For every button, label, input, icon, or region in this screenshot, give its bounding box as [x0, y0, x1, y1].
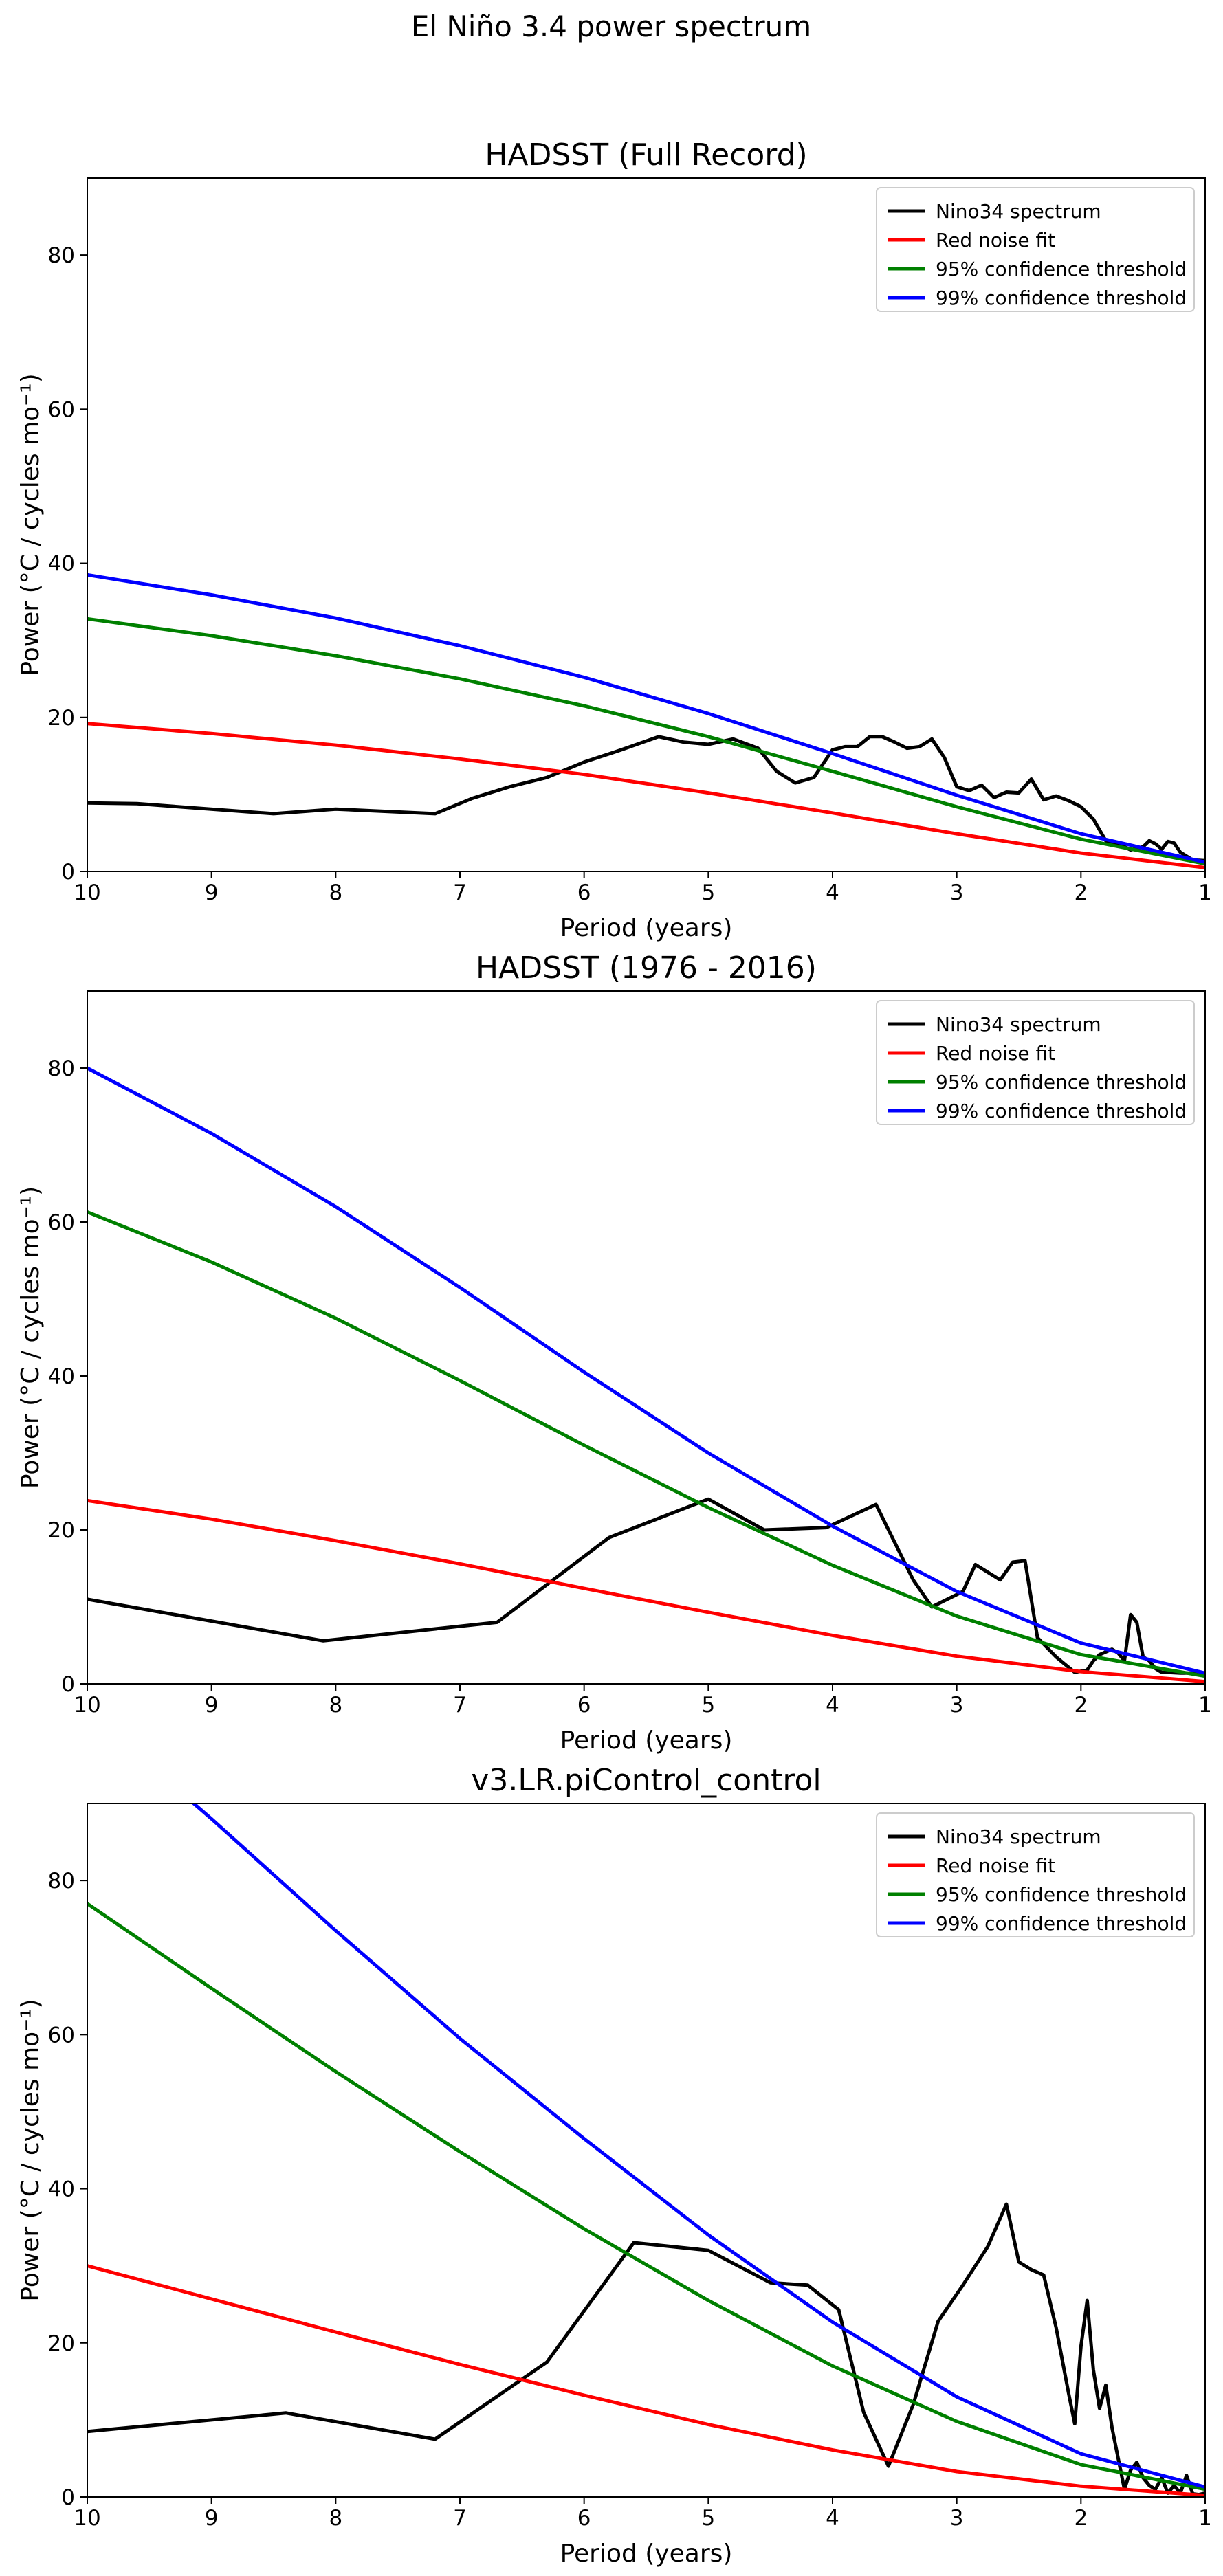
- x-axis-label: Period (years): [560, 1726, 733, 1755]
- panel-title: HADSST (Full Record): [485, 137, 807, 173]
- x-tick-label: 5: [701, 880, 715, 905]
- y-tick-label: 20: [48, 2331, 75, 2356]
- x-tick-label: 3: [950, 1693, 964, 1718]
- chart-panel-2: HADSST (1976 - 2016)10 9 8 7 6 5 4 3 2 1020406080…: [16, 951, 1212, 1755]
- plot-frame: [87, 177, 1206, 872]
- x-tick-label: 4: [826, 2506, 839, 2531]
- x-tick-label: 2: [1074, 1693, 1088, 1718]
- x-tick-label: 8: [329, 2506, 342, 2531]
- x-tick-label: 7: [453, 1693, 467, 1718]
- x-tick-label: 4: [826, 880, 839, 905]
- y-tick-label: 20: [48, 1518, 75, 1543]
- y-axis-label: Power (°C / cycles mo⁻¹): [16, 1999, 45, 2301]
- y-tick-label: 40: [48, 552, 75, 577]
- y-tick-label: 60: [48, 397, 75, 422]
- y-axis-label: Power (°C / cycles mo⁻¹): [16, 1186, 45, 1489]
- legend: Nino34 spectrum Red noise fit 95% confiden…: [876, 1000, 1195, 1125]
- y-axis-label: Power (°C / cycles mo⁻¹): [16, 373, 45, 676]
- plot-frame: [87, 990, 1206, 1685]
- y-tick-label: 40: [48, 1364, 75, 1389]
- legend-label: 95% confidence threshold: [936, 1883, 1187, 1906]
- y-tick-label: 0: [61, 860, 75, 885]
- series-line-1: [87, 735, 1205, 863]
- series-line-4: [191, 1803, 1205, 2489]
- y-tick-label: 0: [61, 1672, 75, 1697]
- x-tick-label: 1: [1198, 880, 1212, 905]
- x-tick-label: 6: [577, 2506, 591, 2531]
- figure-title: El Niño 3.4 power spectrum: [411, 10, 811, 43]
- legend-label: 95% confidence threshold: [936, 258, 1187, 280]
- panel-title: HADSST (1976 - 2016): [476, 951, 817, 986]
- x-tick-label: 5: [701, 1693, 715, 1718]
- y-tick-label: 80: [48, 1869, 75, 1894]
- legend-box: [876, 1000, 1195, 1125]
- legend-label: Nino34 spectrum: [936, 200, 1101, 223]
- legend-label: Nino34 spectrum: [936, 1825, 1101, 1848]
- y-tick-label: 40: [48, 2177, 75, 2202]
- x-tick-label: 1: [1198, 1693, 1212, 1718]
- plot-frame: [87, 1803, 1206, 2498]
- x-tick-label: 8: [329, 880, 342, 905]
- x-tick-label: 2: [1074, 2506, 1088, 2531]
- legend: Nino34 spectrum Red noise fit 95% confiden…: [876, 187, 1195, 312]
- x-tick-label: 7: [453, 880, 467, 905]
- x-tick-label: 9: [205, 880, 219, 905]
- series-line-4: [87, 573, 1205, 864]
- y-tick-label: 60: [48, 1210, 75, 1235]
- x-tick-label: 9: [205, 1693, 219, 1718]
- x-tick-label: 6: [577, 880, 591, 905]
- legend-box: [876, 187, 1195, 312]
- series-line-4: [87, 1066, 1205, 1675]
- panel-title: v3.LR.piControl_control: [471, 1763, 821, 1798]
- series-line-2: [87, 722, 1205, 869]
- legend-label: 95% confidence threshold: [936, 1071, 1187, 1093]
- series-group: [87, 573, 1205, 869]
- x-tick-label: 8: [329, 1693, 342, 1718]
- legend-box: [876, 1812, 1195, 1937]
- legend-label: 99% confidence threshold: [936, 1912, 1187, 1935]
- x-tick-label: 7: [453, 2506, 467, 2531]
- y-tick-label: 60: [48, 2023, 75, 2047]
- series-line-1: [87, 2202, 1205, 2497]
- series-group: [87, 1066, 1205, 1684]
- series-group: [87, 1803, 1205, 2497]
- series-line-3: [87, 1210, 1205, 1678]
- legend-label: Red noise fit: [936, 229, 1055, 252]
- x-tick-label: 10: [74, 2506, 100, 2531]
- x-axis-label: Period (years): [560, 914, 733, 942]
- x-tick-label: 1: [1198, 2506, 1212, 2531]
- x-tick-label: 10: [74, 880, 100, 905]
- x-tick-label: 4: [826, 1693, 839, 1718]
- x-tick-label: 2: [1074, 880, 1088, 905]
- y-tick-label: 20: [48, 706, 75, 731]
- series-line-3: [87, 617, 1205, 866]
- series-line-2: [87, 1498, 1205, 1684]
- x-tick-label: 5: [701, 2506, 715, 2531]
- series-line-1: [87, 1497, 1205, 1676]
- x-tick-label: 10: [74, 1693, 100, 1718]
- chart-panel-1: HADSST (Full Record)10 9 8 7 6 5 4 3 2 1020406080…: [16, 137, 1212, 942]
- x-tick-label: 9: [205, 2506, 219, 2531]
- legend-label: Red noise fit: [936, 1854, 1055, 1877]
- x-tick-label: 3: [950, 880, 964, 905]
- series-line-3: [87, 1902, 1205, 2491]
- y-tick-label: 80: [48, 1056, 75, 1081]
- x-tick-label: 6: [577, 1693, 591, 1718]
- legend-label: Nino34 spectrum: [936, 1013, 1101, 1036]
- y-tick-label: 0: [61, 2485, 75, 2510]
- legend-label: Red noise fit: [936, 1042, 1055, 1065]
- y-tick-label: 80: [48, 243, 75, 268]
- x-tick-label: 3: [950, 2506, 964, 2531]
- legend: Nino34 spectrum Red noise fit 95% confiden…: [876, 1812, 1195, 1937]
- legend-label: 99% confidence threshold: [936, 287, 1187, 309]
- x-axis-label: Period (years): [560, 2540, 733, 2568]
- series-line-2: [87, 2264, 1205, 2497]
- legend-label: 99% confidence threshold: [936, 1100, 1187, 1122]
